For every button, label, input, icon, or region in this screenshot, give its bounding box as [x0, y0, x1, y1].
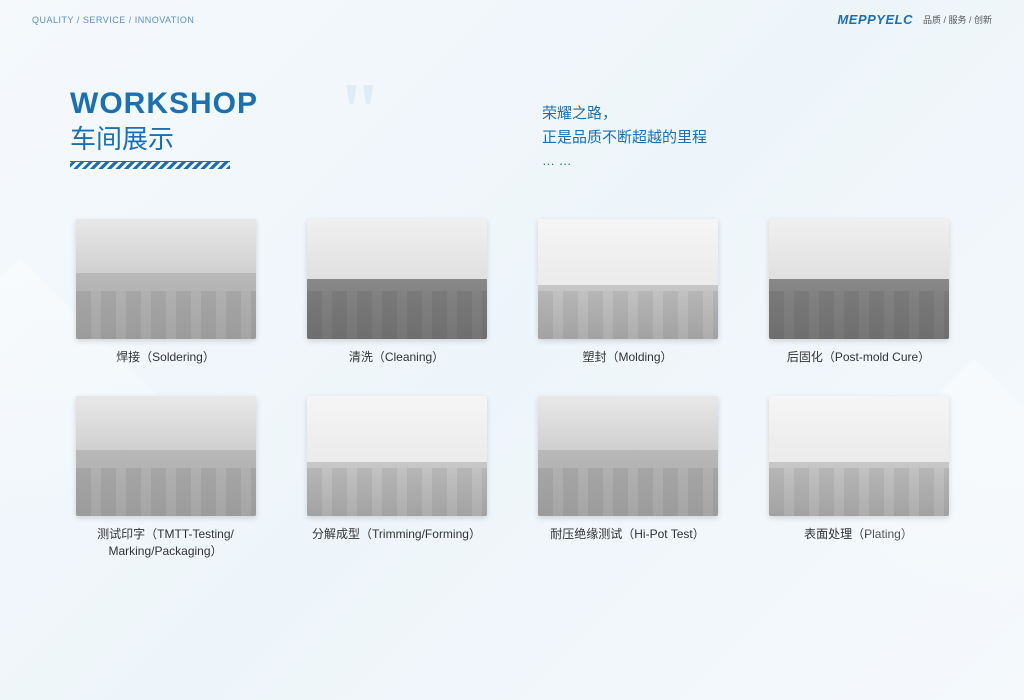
workshop-caption: 塑封（Molding） [582, 349, 672, 366]
header: QUALITY / SERVICE / INNOVATION MEPPYELC … [0, 0, 1024, 27]
header-tagline: QUALITY / SERVICE / INNOVATION [32, 15, 194, 25]
workshop-cell: 测试印字（TMTT-Testing/ Marking/Packaging） [70, 396, 261, 560]
title-block: " WORKSHOP 车间展示 [70, 87, 482, 169]
workshop-cell: 塑封（Molding） [532, 219, 723, 366]
workshop-caption: 焊接（Soldering） [116, 349, 215, 366]
workshop-caption: 分解成型（Trimming/Forming） [312, 526, 481, 543]
workshop-photo-trimming [307, 396, 487, 516]
workshop-cell: 分解成型（Trimming/Forming） [301, 396, 492, 560]
slogan-line-2: 正是品质不断超越的里程 [542, 126, 954, 150]
main-content: " WORKSHOP 车间展示 荣耀之路， 正是品质不断超越的里程 … … 焊接… [0, 27, 1024, 559]
workshop-grid: 焊接（Soldering） 清洗（Cleaning） 塑封（Molding） 后… [70, 219, 954, 559]
brand-tagline-cn: 品质 / 服务 / 创新 [923, 13, 992, 26]
title-chinese: 车间展示 [70, 119, 482, 156]
title-row: " WORKSHOP 车间展示 荣耀之路， 正是品质不断超越的里程 … … [70, 87, 954, 169]
workshop-photo-postmold [769, 219, 949, 339]
workshop-caption: 测试印字（TMTT-Testing/ Marking/Packaging） [70, 526, 261, 560]
slogan-ellipsis: … … [542, 153, 954, 168]
header-brand-block: MEPPYELC 品质 / 服务 / 创新 [837, 12, 992, 27]
brand-logo: MEPPYELC [837, 12, 913, 27]
workshop-cell: 耐压绝缘测试（Hi-Pot Test） [532, 396, 723, 560]
slogan-block: 荣耀之路， 正是品质不断超越的里程 … … [482, 87, 954, 168]
workshop-photo-plating [769, 396, 949, 516]
title-underline [70, 161, 230, 169]
workshop-caption: 后固化（Post-mold Cure） [787, 349, 930, 366]
workshop-photo-testing [76, 396, 256, 516]
workshop-photo-molding [538, 219, 718, 339]
workshop-caption: 清洗（Cleaning） [349, 349, 444, 366]
title-english: WORKSHOP [70, 87, 482, 121]
workshop-photo-soldering [76, 219, 256, 339]
workshop-caption: 耐压绝缘测试（Hi-Pot Test） [550, 526, 704, 543]
workshop-cell: 清洗（Cleaning） [301, 219, 492, 366]
slogan-line-1: 荣耀之路， [542, 102, 954, 126]
workshop-photo-cleaning [307, 219, 487, 339]
workshop-cell: 后固化（Post-mold Cure） [763, 219, 954, 366]
workshop-photo-hipot [538, 396, 718, 516]
